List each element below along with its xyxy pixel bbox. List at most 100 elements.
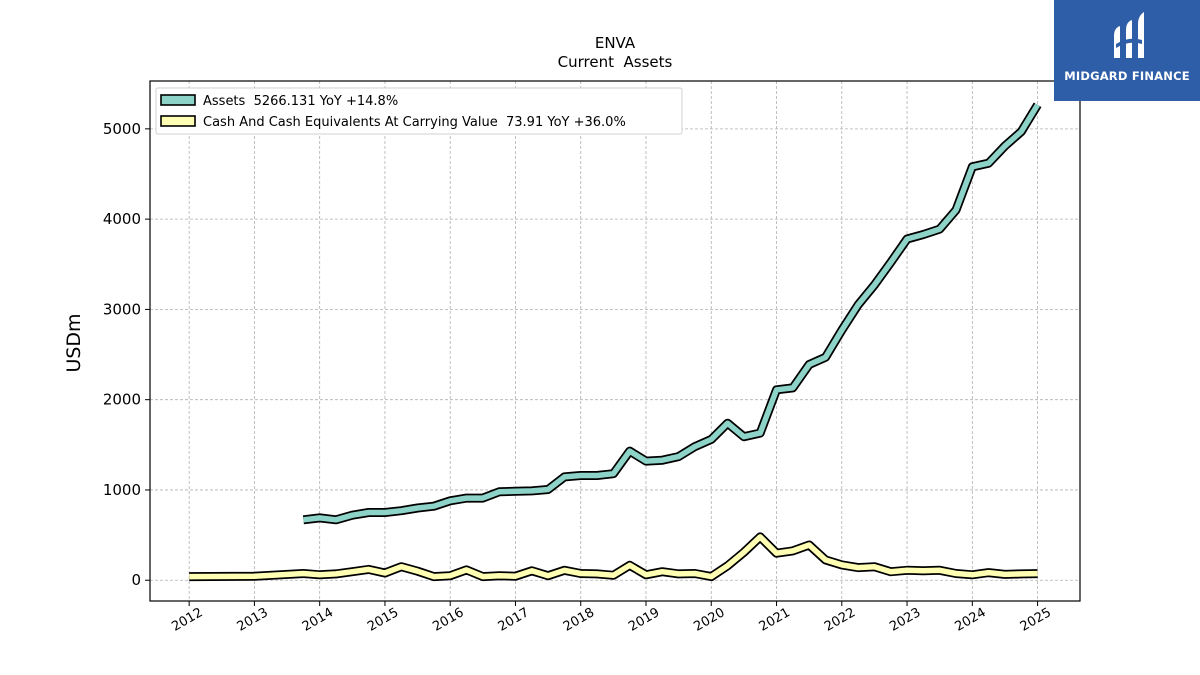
data-point-assets: [809, 364, 810, 365]
data-point-cash: [450, 575, 451, 576]
data-point-cash: [548, 575, 549, 576]
data-point-assets: [368, 512, 369, 513]
x-tick-label: 2012: [169, 605, 205, 635]
data-point-cash: [858, 567, 859, 568]
data-point-assets: [319, 517, 320, 518]
data-point-assets: [417, 507, 418, 508]
data-point-cash: [303, 573, 304, 574]
data-point-assets: [972, 166, 973, 167]
x-tick-label: 2018: [561, 605, 597, 635]
plot-frame: [149, 80, 1081, 602]
data-point-assets: [841, 330, 842, 331]
x-tick-label: 2025: [1018, 605, 1054, 635]
data-point-assets: [955, 210, 956, 211]
data-point-assets: [874, 284, 875, 285]
x-tick-label: 2016: [430, 605, 466, 635]
data-point-assets: [352, 515, 353, 516]
data-point-assets: [548, 489, 549, 490]
grid: [150, 81, 1080, 601]
data-point-assets: [531, 490, 532, 491]
x-tick-label: 2019: [626, 605, 662, 635]
data-point-cash: [776, 553, 777, 554]
x-tick-label: 2022: [822, 605, 858, 635]
data-point-cash: [662, 571, 663, 572]
data-point-cash: [645, 574, 646, 575]
data-point-assets: [988, 163, 989, 164]
data-point-assets: [450, 500, 451, 501]
legend-label-cash: Cash And Cash Equivalents At Carrying Va…: [203, 115, 626, 130]
data-point-cash: [580, 573, 581, 574]
series-line-cash: [189, 534, 1038, 580]
data-point-cash: [515, 576, 516, 577]
data-point-assets: [613, 473, 614, 474]
data-point-assets: [858, 304, 859, 305]
logo-text: MIDGARD FINANCE: [1064, 69, 1190, 83]
data-point-assets: [743, 436, 744, 437]
data-point-cash: [972, 574, 973, 575]
data-point-assets: [580, 475, 581, 476]
data-point-assets: [564, 476, 565, 477]
data-point-cash: [1021, 573, 1022, 574]
data-point-cash: [189, 576, 190, 577]
data-point-cash: [433, 576, 434, 577]
data-point-cash: [335, 573, 336, 574]
data-point-cash: [743, 552, 744, 553]
data-point-assets: [433, 506, 434, 507]
data-point-cash: [1037, 573, 1038, 574]
data-point-cash: [678, 573, 679, 574]
data-point-assets: [776, 389, 777, 390]
data-point-cash: [384, 572, 385, 573]
x-tick-label: 2014: [300, 605, 336, 635]
data-point-cash: [499, 575, 500, 576]
legend-swatch-cash: [160, 115, 196, 127]
data-point-cash: [564, 570, 565, 571]
data-point-cash: [401, 566, 402, 567]
data-point-assets: [597, 475, 598, 476]
x-tick-label: 2013: [235, 605, 271, 635]
data-point-cash: [923, 570, 924, 571]
data-point-assets: [711, 439, 712, 440]
data-point-cash: [694, 573, 695, 574]
data-point-assets: [482, 498, 483, 499]
y-axis: 0 1000 2000 3000 4000 5000: [103, 120, 150, 589]
data-point-assets: [939, 229, 940, 230]
data-point-assets: [384, 512, 385, 513]
data-point-assets: [1021, 131, 1022, 132]
x-tick-label: 2020: [691, 605, 727, 635]
y-tick-label: 3000: [103, 300, 141, 318]
data-point-cash: [531, 570, 532, 571]
data-point-assets: [727, 423, 728, 424]
series-lines: [189, 102, 1042, 582]
data-point-cash: [466, 569, 467, 570]
data-point-assets: [923, 234, 924, 235]
y-tick-label: 2000: [103, 391, 141, 409]
y-tick-label: 5000: [103, 120, 141, 138]
data-point-cash: [841, 564, 842, 565]
data-point-cash: [711, 576, 712, 577]
data-point-assets: [515, 491, 516, 492]
data-point-assets: [825, 357, 826, 358]
data-point-assets: [662, 460, 663, 461]
data-point-assets: [303, 519, 304, 520]
chart-subtitle: Current Assets: [558, 53, 673, 71]
data-point-cash: [417, 571, 418, 572]
x-tick-label: 2023: [887, 605, 923, 635]
data-point-assets: [499, 491, 500, 492]
data-point-cash: [482, 576, 483, 577]
y-axis-label: USDm: [63, 313, 85, 372]
data-point-assets: [694, 446, 695, 447]
chart-title: ENVA: [595, 34, 636, 52]
data-point-assets: [466, 498, 467, 499]
data-point-cash: [629, 565, 630, 566]
y-tick-label: 1000: [103, 481, 141, 499]
data-point-cash: [907, 570, 908, 571]
data-point-cash: [760, 536, 761, 537]
data-point-assets: [629, 451, 630, 452]
legend-swatch-assets: [160, 94, 196, 106]
data-point-assets: [645, 461, 646, 462]
data-point-cash: [319, 574, 320, 575]
x-tick-label: 2015: [365, 605, 401, 635]
data-point-cash: [368, 569, 369, 570]
data-point-cash: [825, 559, 826, 560]
midgard-logo-icon: [1114, 12, 1144, 58]
